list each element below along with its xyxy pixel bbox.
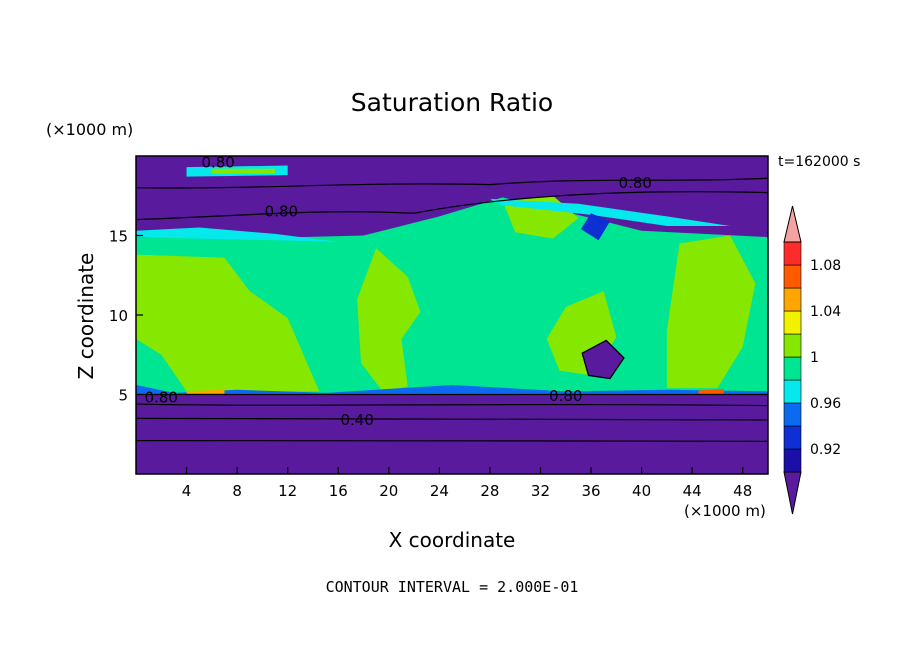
chart-title: Saturation Ratio — [350, 88, 554, 117]
lower-fringe-blue — [136, 384, 768, 395]
colorbar-band-0 — [783, 448, 802, 473]
contour-label-3: 0.80 — [145, 389, 178, 407]
x-tick-label-3: 16 — [329, 482, 348, 500]
colorbar-label-0: 0.92 — [810, 442, 841, 458]
fringe-cyan-right — [489, 198, 731, 226]
contour-040 — [135, 417, 769, 421]
dry-intrusion — [581, 339, 625, 380]
time-label: t=162000 s — [778, 154, 861, 170]
x-tick-label-10: 44 — [683, 482, 702, 500]
x-tick-label-1: 8 — [232, 482, 242, 500]
fringe-deep-blue — [580, 213, 610, 241]
colorbar-label-1: 0.96 — [810, 396, 841, 412]
x-axis-label: X coordinate — [388, 528, 516, 552]
contour-label-2: 0.80 — [265, 203, 298, 221]
x-tick-label-4: 20 — [379, 482, 398, 500]
y-tick-label-0: 5 — [118, 387, 128, 405]
contour-label-4: 0.80 — [549, 387, 582, 405]
moist-patch-left — [136, 254, 320, 392]
colorbar-label-3: 1.04 — [810, 304, 841, 320]
contour-lower-3 — [135, 440, 769, 443]
plot-area: 0.800.800.800.80 0.800.404 8 12 16 20 24 28 32 36… — [109, 153, 769, 500]
contour-interval-note: CONTOUR INTERVAL = 2.000E-01 — [325, 578, 579, 596]
orange-spot-right — [698, 388, 724, 394]
x-tick-label-7: 32 — [531, 482, 550, 500]
y-tick-label-2: 15 — [109, 228, 128, 246]
x-tick-label-11: 48 — [733, 482, 752, 500]
yellow-spot-left — [186, 389, 225, 394]
contour-label-1: 0.80 — [619, 174, 652, 192]
colorbar-band-6 — [783, 310, 802, 335]
contour-upper-2 — [135, 177, 769, 189]
fringe-cyan-left — [136, 227, 339, 242]
colorbar-band-3 — [783, 379, 802, 404]
y-tick-label-1: 10 — [109, 307, 128, 325]
upper-green-strip — [211, 168, 276, 174]
z-unit-label: (×1000 m) — [46, 120, 134, 139]
colorbar: 0.92 0.96 1 1.04 1.08 — [783, 205, 841, 515]
colorbar-bottom-triangle — [783, 471, 802, 515]
colorbar-band-5 — [783, 333, 802, 358]
colorbar-top-triangle — [783, 205, 802, 243]
contour-label-0: 0.80 — [201, 153, 234, 171]
moist-patch-far-right — [666, 235, 756, 389]
y-axis-label: Z coordinate — [74, 252, 98, 380]
x-tick-label-2: 12 — [278, 482, 297, 500]
colorbar-band-7 — [783, 287, 802, 312]
colorbar-band-9 — [783, 241, 802, 266]
colorbar-band-8 — [783, 264, 802, 289]
contour-lower-1 — [135, 403, 769, 407]
moist-patch-center — [357, 248, 421, 392]
contour-label-5: 0.40 — [340, 411, 373, 429]
x-tick-label-5: 24 — [430, 482, 449, 500]
contour-080-upper — [135, 191, 769, 221]
x-unit-label: (×1000 m) — [684, 502, 766, 520]
colorbar-band-2 — [783, 402, 802, 427]
colorbar-label-2: 1 — [810, 350, 819, 366]
colorbar-band-1 — [783, 425, 802, 450]
x-tick-label-6: 28 — [480, 482, 499, 500]
x-tick-label-0: 4 — [182, 482, 192, 500]
x-tick-label-8: 36 — [581, 482, 600, 500]
colorbar-label-4: 1.08 — [810, 258, 841, 274]
x-tick-label-9: 40 — [632, 482, 651, 500]
colorbar-band-4 — [783, 356, 802, 381]
